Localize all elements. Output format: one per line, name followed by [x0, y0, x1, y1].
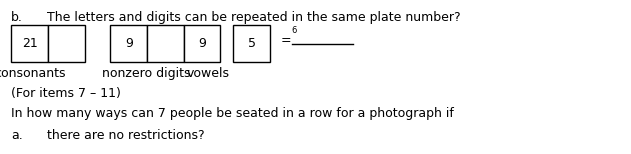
Text: 5: 5 — [248, 37, 256, 50]
Text: vowels: vowels — [187, 67, 230, 80]
Text: a.: a. — [11, 129, 23, 142]
Text: consonants: consonants — [0, 67, 66, 80]
Text: =: = — [281, 34, 292, 47]
Text: (For items 7 – 11): (For items 7 – 11) — [11, 87, 121, 100]
Text: In how many ways can 7 people be seated in a row for a photograph if: In how many ways can 7 people be seated … — [11, 107, 454, 120]
Text: 21: 21 — [22, 37, 37, 50]
Text: 9: 9 — [125, 37, 133, 50]
Text: nonzero digits: nonzero digits — [102, 67, 191, 80]
Text: 6: 6 — [291, 26, 297, 35]
Text: there are no restrictions?: there are no restrictions? — [47, 129, 205, 142]
Text: 9: 9 — [198, 37, 206, 50]
Text: b.: b. — [11, 11, 23, 24]
Text: The letters and digits can be repeated in the same plate number?: The letters and digits can be repeated i… — [47, 11, 461, 24]
